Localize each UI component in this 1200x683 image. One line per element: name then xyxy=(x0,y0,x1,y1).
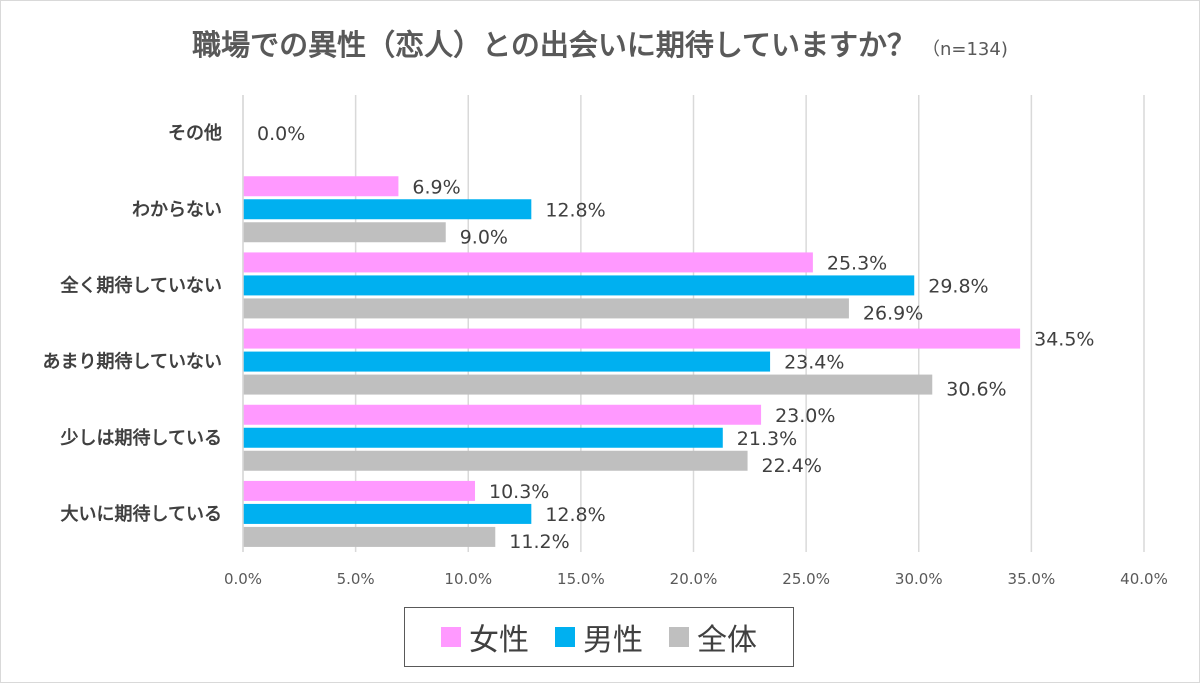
bar-female xyxy=(243,176,399,197)
category-label: わからない xyxy=(132,199,222,220)
data-label-male: 23.4% xyxy=(784,352,844,374)
data-label-total: 30.6% xyxy=(946,379,1006,401)
bar-male xyxy=(243,351,771,372)
data-label-male: 12.8% xyxy=(545,504,605,526)
legend-item-male: 男性 xyxy=(555,615,643,659)
x-tick-label: 20.0% xyxy=(670,570,718,588)
bar-male xyxy=(243,199,532,220)
data-label-male: 0.0% xyxy=(257,123,305,145)
x-tick-label: 25.0% xyxy=(782,570,830,588)
data-label-female: 10.3% xyxy=(489,481,549,503)
category-label: その他 xyxy=(168,122,222,144)
data-label-total: 22.4% xyxy=(762,455,822,477)
category-label: 少しは期待している xyxy=(60,427,222,449)
category-label: 全く期待していない xyxy=(60,274,222,296)
x-tick-label: 0.0% xyxy=(224,570,262,588)
data-label-female: 34.5% xyxy=(1034,329,1094,351)
data-label-total: 9.0% xyxy=(460,226,508,248)
data-label-female: 6.9% xyxy=(412,176,460,198)
data-label-female: 25.3% xyxy=(827,252,887,274)
bar-total xyxy=(243,374,933,395)
legend-label-total: 全体 xyxy=(697,623,757,658)
legend-label-female: 女性 xyxy=(469,623,529,658)
x-tick-label: 30.0% xyxy=(895,570,943,588)
bar-total xyxy=(243,298,849,319)
bar-total xyxy=(243,450,748,471)
data-label-total: 26.9% xyxy=(863,302,923,324)
data-label-total: 11.2% xyxy=(509,531,569,553)
legend-swatch-total xyxy=(669,627,689,647)
data-label-male: 29.8% xyxy=(928,275,988,297)
bar-male xyxy=(243,503,532,524)
data-label-female: 23.0% xyxy=(775,405,835,427)
bar-female xyxy=(243,480,476,501)
x-tick-label: 10.0% xyxy=(444,570,492,588)
bar-male xyxy=(243,427,723,448)
x-tick-label: 40.0% xyxy=(1120,570,1168,588)
bar-total xyxy=(243,222,446,243)
chart-title-block: 職場での異性（恋人）との出会いに期待していますか？ （n=134) xyxy=(0,22,1200,64)
x-tick-label: 35.0% xyxy=(1008,570,1056,588)
chart-subtitle: （n=134) xyxy=(921,39,1008,60)
x-tick-label: 5.0% xyxy=(337,570,375,588)
legend-item-total: 全体 xyxy=(669,615,757,659)
legend-swatch-male xyxy=(555,627,575,647)
legend: 女性 男性 全体 xyxy=(404,607,794,667)
bar-male xyxy=(243,275,915,296)
chart-title: 職場での異性（恋人）との出会いに期待していますか？ xyxy=(192,28,916,62)
category-label: あまり期待していない xyxy=(43,351,222,373)
bar-female xyxy=(243,328,1021,349)
legend-swatch-female xyxy=(441,627,461,647)
data-label-male: 21.3% xyxy=(737,428,797,450)
x-tick-label: 15.0% xyxy=(557,570,605,588)
category-label: 大いに期待している xyxy=(61,503,222,525)
bar-total xyxy=(243,526,496,547)
legend-item-female: 女性 xyxy=(441,615,529,659)
data-label-male: 12.8% xyxy=(545,199,605,221)
bar-female xyxy=(243,252,813,273)
legend-label-male: 男性 xyxy=(583,623,643,658)
bar-female xyxy=(243,404,762,425)
